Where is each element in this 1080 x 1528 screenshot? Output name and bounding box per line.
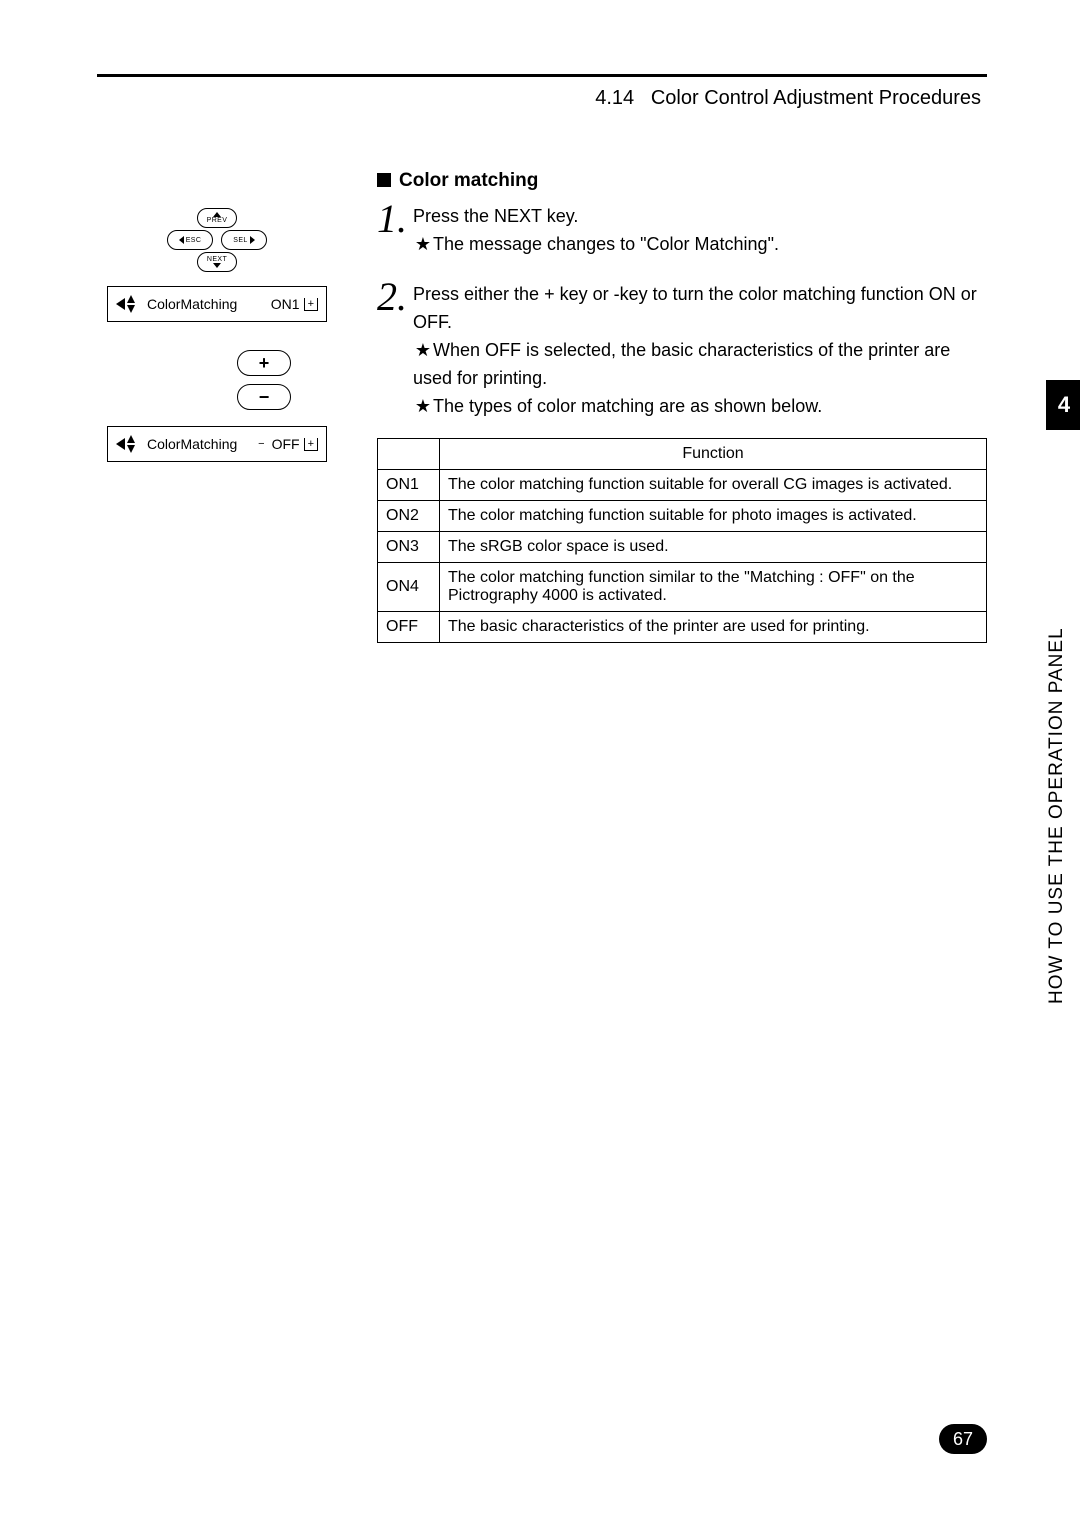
esc-label: ESC [186,237,202,244]
step2-bullet1: ★When OFF is selected, the basic charact… [413,336,987,392]
left-arrow-icon [116,438,125,450]
minus-button: − [237,384,291,410]
lcd2-label: ColorMatching [141,436,249,452]
up-arrow-icon [127,295,135,303]
lcd1-arrows [116,295,135,313]
step2-number: 2. [377,280,413,314]
row1-desc: The color matching function suitable for… [440,470,987,501]
up-arrow-icon [127,435,135,443]
row4-desc: The color matching function similar to t… [440,563,987,612]
th-blank [378,439,440,470]
row5-code: OFF [378,612,440,643]
chapter-number: 4 [1058,392,1070,418]
step2-b1-text: When OFF is selected, the basic characte… [413,340,950,388]
section-heading: Color matching [377,170,987,192]
plus-box-icon: + [304,438,318,451]
prev-button: PREV [197,208,237,228]
nav-button-cluster: PREV ESC SEL NEXT [167,208,267,272]
lcd2-arrows [116,435,135,453]
next-label: NEXT [207,256,227,263]
lcd2-plus: + [304,438,318,451]
row4-code: ON4 [378,563,440,612]
table-row: ON1 The color matching function suitable… [378,470,987,501]
heading-text: Color matching [399,170,538,191]
section-number: 4.14 [595,87,634,109]
lcd2-minus: − [255,438,267,450]
sel-label: SEL [233,237,247,244]
chapter-side-tab: 4 HOW TO USE THE OPERATION PANEL [1046,380,1080,1020]
row1-code: ON1 [378,470,440,501]
down-arrow-icon [127,445,135,453]
star-icon: ★ [413,392,433,420]
star-icon: ★ [413,230,433,258]
minus-box-icon: − [255,438,267,450]
row3-desc: The sRGB color space is used. [440,532,987,563]
table-row: OFF The basic characteristics of the pri… [378,612,987,643]
row2-code: ON2 [378,501,440,532]
function-table: Function ON1 The color matching function… [377,438,987,643]
left-triangle-icon [179,236,184,244]
chapter-number-box: 4 [1046,380,1080,430]
table-header-row: Function [378,439,987,470]
table-row: ON4 The color matching function similar … [378,563,987,612]
square-bullet-icon [377,173,391,187]
lcd2-value: OFF [272,436,300,452]
table-row: ON2 The color matching function suitable… [378,501,987,532]
lcd1-value-group: ON1 + [271,296,318,312]
step-1: 1. Press the NEXT key. ★The message chan… [377,202,987,258]
left-diagram-column: PREV ESC SEL NEXT [97,170,337,462]
down-arrow-icon [127,305,135,313]
lcd1-label: ColorMatching [141,296,265,312]
sel-button: SEL [221,230,267,250]
plus-button: + [237,350,291,376]
lcd2-value-group: − OFF + [255,436,318,452]
esc-button: ESC [167,230,213,250]
minus-label: − [259,387,270,408]
page-number-badge: 67 [939,1424,987,1454]
chapter-label: HOW TO USE THE OPERATION PANEL [1046,444,1068,1004]
page-number: 67 [953,1429,973,1450]
right-triangle-icon [250,236,255,244]
plus-label: + [259,353,270,374]
lcd-display-2: ColorMatching − OFF + [107,426,327,462]
step1-text: Press the NEXT key. [413,202,987,230]
step2-b2-text: The types of color matching are as shown… [433,396,822,416]
next-button: NEXT [197,252,237,272]
star-icon: ★ [413,336,433,364]
step1-b1-text: The message changes to "Color Matching". [433,234,779,254]
plus-minus-buttons: + − [237,350,297,410]
table-row: ON3 The sRGB color space is used. [378,532,987,563]
lcd1-pm: + [304,298,318,311]
plus-box-icon: + [304,298,318,311]
th-function: Function [440,439,987,470]
right-content-column: Color matching 1. Press the NEXT key. ★T… [337,170,987,643]
prev-label: PREV [207,217,228,224]
step1-bullet1: ★The message changes to "Color Matching"… [413,230,987,258]
row2-desc: The color matching function suitable for… [440,501,987,532]
row3-code: ON3 [378,532,440,563]
top-rule [97,74,987,77]
page-header: 4.14 Color Control Adjustment Procedures [97,87,987,110]
left-arrow-icon [116,298,125,310]
step2-bullet2: ★The types of color matching are as show… [413,392,987,420]
step-2: 2. Press either the + key or -key to tur… [377,280,987,420]
down-triangle-icon [213,263,221,268]
step1-number: 1. [377,202,413,236]
step2-text: Press either the + key or -key to turn t… [413,280,987,336]
row5-desc: The basic characteristics of the printer… [440,612,987,643]
lcd1-value: ON1 [271,296,300,312]
section-title: Color Control Adjustment Procedures [651,87,981,109]
lcd-display-1: ColorMatching ON1 + [107,286,327,322]
